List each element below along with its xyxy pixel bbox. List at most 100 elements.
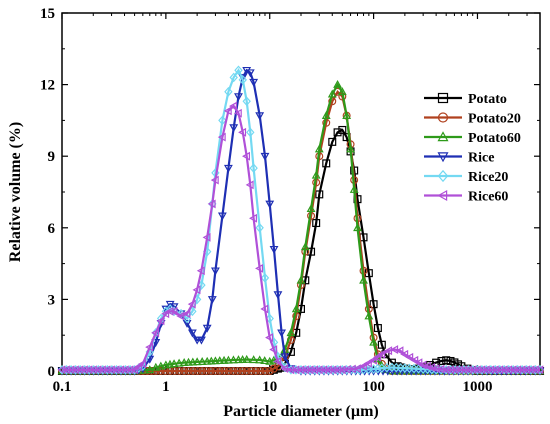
data-point (504, 365, 513, 375)
data-point (234, 65, 243, 76)
data-point (249, 78, 259, 87)
legend-label: Rice (468, 151, 494, 166)
data-point (184, 367, 193, 376)
data-point (368, 355, 377, 365)
data-point (390, 345, 399, 354)
data-point (179, 358, 189, 366)
data-point (242, 66, 252, 75)
data-point (353, 223, 362, 232)
data-point (260, 152, 270, 161)
data-point (192, 357, 202, 366)
data-point (242, 151, 251, 161)
data-point (134, 362, 143, 372)
data-point (296, 275, 306, 284)
data-point (66, 365, 75, 375)
data-point (79, 365, 88, 375)
data-point (246, 127, 255, 138)
data-point (499, 365, 508, 375)
legend-item: Rice60 (424, 190, 508, 205)
data-point (170, 367, 179, 376)
data-point (210, 175, 219, 185)
data-point (93, 365, 102, 375)
data-point (472, 365, 481, 375)
data-point (57, 365, 66, 375)
data-point (75, 365, 84, 375)
data-point (321, 110, 331, 119)
data-point (314, 144, 324, 153)
data-point (229, 124, 239, 133)
data-point (180, 367, 189, 376)
data-point (437, 356, 446, 365)
data-point (265, 333, 274, 343)
data-point (192, 285, 201, 295)
data-point (188, 357, 198, 366)
y-tick-label: 15 (40, 6, 55, 22)
data-point (328, 137, 337, 146)
data-point (161, 309, 170, 319)
data-point (312, 219, 321, 228)
data-point (277, 329, 286, 338)
data-point (220, 367, 229, 376)
data-point (310, 365, 319, 375)
data-point (323, 365, 332, 375)
legend-label: Potato20 (468, 112, 521, 127)
data-point (198, 367, 207, 376)
x-tick-label: 0.1 (53, 379, 72, 395)
data-point (151, 328, 160, 338)
data-point (233, 108, 242, 118)
data-point (322, 159, 331, 168)
data-point (508, 365, 517, 375)
data-point (151, 362, 161, 371)
data-point (369, 337, 379, 346)
data-point (517, 365, 526, 375)
data-point (249, 213, 257, 223)
y-tick-label: 6 (48, 221, 56, 237)
data-point (242, 354, 252, 363)
data-point (405, 352, 414, 362)
data-point (315, 190, 324, 199)
data-point (169, 306, 178, 316)
data-point (296, 365, 305, 375)
data-point (187, 329, 197, 338)
data-point (273, 357, 282, 366)
series-line (62, 128, 540, 373)
legend-item: Rice (424, 151, 494, 166)
data-point (207, 296, 217, 305)
y-tick-label: 12 (40, 78, 55, 94)
data-point (156, 316, 165, 326)
data-point (358, 361, 367, 371)
data-point (255, 355, 265, 364)
data-point (369, 300, 378, 309)
data-point (242, 96, 251, 107)
data-point (530, 365, 539, 375)
data-point (182, 319, 192, 328)
data-point (349, 184, 359, 193)
data-point (442, 356, 451, 365)
data-point (437, 112, 449, 123)
data-point (156, 361, 166, 370)
data-point (197, 357, 207, 366)
data-point (174, 358, 184, 367)
legend-label: Rice20 (468, 170, 508, 185)
data-point (189, 367, 198, 376)
data-point (373, 363, 382, 374)
data-point (364, 311, 374, 320)
y-tick-label: 9 (48, 149, 56, 165)
data-point (521, 365, 530, 375)
data-point (223, 164, 233, 173)
data-point (342, 110, 352, 119)
data-point (269, 345, 278, 354)
data-point (238, 75, 247, 85)
data-point (229, 72, 238, 83)
data-point (211, 367, 220, 376)
data-point (311, 170, 321, 179)
y-tick-label: 3 (48, 292, 56, 308)
data-point (333, 79, 342, 88)
y-tick-label: 0 (48, 364, 56, 380)
data-point (202, 324, 212, 333)
data-point (70, 365, 79, 375)
data-point (238, 367, 247, 376)
data-point (377, 340, 386, 349)
data-point (369, 364, 378, 374)
data-point (373, 352, 382, 362)
